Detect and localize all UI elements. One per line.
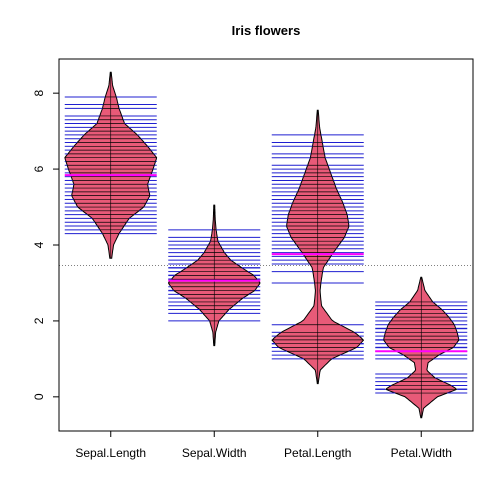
x-tick-label: Petal.Width xyxy=(391,446,452,460)
y-tick-label: 8 xyxy=(32,90,46,97)
y-tick-label: 0 xyxy=(32,393,46,400)
x-tick-label: Sepal.Length xyxy=(75,446,146,460)
bean-sepal-length xyxy=(64,71,158,259)
bean-petal-width xyxy=(375,276,468,419)
y-tick-label: 4 xyxy=(32,241,46,248)
x-tick-label: Petal.Length xyxy=(284,446,351,460)
axis-layer: Sepal.Length Sepal.Width Petal.Length Petal… xyxy=(32,90,452,460)
y-tick-label: 6 xyxy=(32,165,46,172)
bean-petal-length xyxy=(271,109,365,385)
chart-title: Iris flowers xyxy=(232,23,301,38)
x-tick-label: Sepal.Width xyxy=(182,446,247,460)
beans-layer xyxy=(59,71,473,419)
y-tick-label: 2 xyxy=(32,317,46,324)
bean-sepal-width xyxy=(168,204,261,347)
plot-frame xyxy=(58,58,474,432)
